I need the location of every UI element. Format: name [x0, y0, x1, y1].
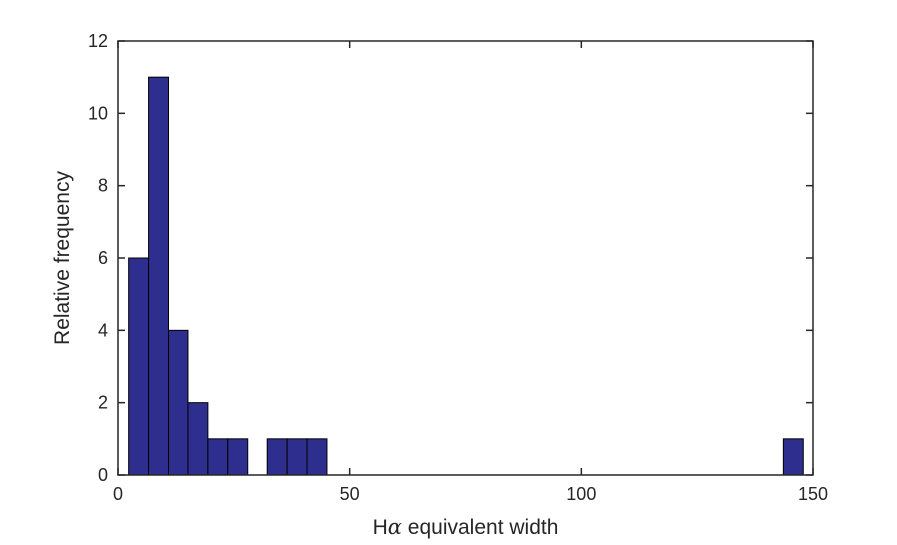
histogram-bar-2 [168, 329, 189, 476]
y-tick-label-0: 0 [98, 465, 108, 485]
histogram-bar-9 [782, 438, 804, 476]
histogram-bar-6 [266, 438, 288, 476]
histogram-bar-8 [306, 438, 328, 476]
tick-labels-group: 0 50 100 150 0 2 4 6 8 10 12 [88, 31, 828, 504]
y-axis-label: Relative frequency [51, 171, 74, 345]
histogram-bar-4 [207, 438, 229, 476]
histogram-bar-7 [286, 438, 308, 476]
y-tick-label-3: 6 [98, 248, 108, 268]
x-axis-label: Hα equivalent width [373, 515, 559, 539]
y-tick-label-6: 12 [88, 31, 108, 51]
y-tick-label-1: 2 [98, 393, 108, 413]
x-tick-label-0: 0 [113, 484, 123, 504]
y-tick-label-5: 10 [88, 103, 108, 123]
histogram-bar-3 [187, 402, 209, 476]
y-tick-label-4: 8 [98, 176, 108, 196]
histogram-bar-1 [148, 76, 170, 476]
x-tick-label-3: 150 [798, 484, 828, 504]
plot-frame [117, 40, 814, 476]
histogram-bar-0 [128, 257, 150, 476]
ticks-group [117, 40, 814, 476]
x-tick-label-1: 50 [340, 484, 360, 504]
histogram-bar-5 [227, 438, 249, 476]
bars-group [128, 76, 804, 476]
x-tick-label-2: 100 [566, 484, 596, 504]
y-tick-label-2: 4 [98, 320, 108, 340]
